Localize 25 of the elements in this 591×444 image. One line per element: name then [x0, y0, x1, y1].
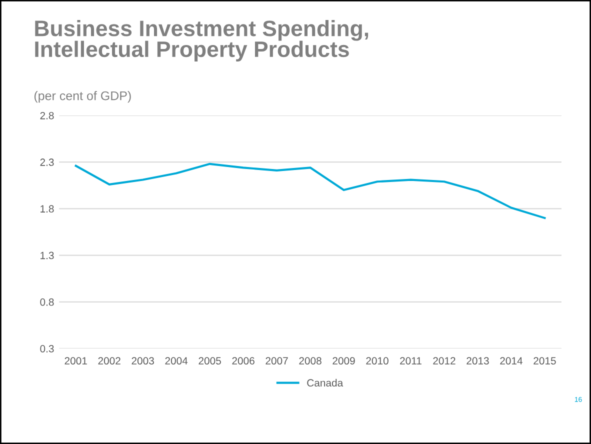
x-tick-label: 2003 [132, 357, 154, 365]
x-tick-label: 2001 [64, 357, 87, 365]
chart-subtitle: (per cent of GDP) [34, 91, 131, 103]
x-tick-label: 2008 [299, 357, 322, 365]
x-tick-label: 2009 [332, 357, 355, 365]
y-tick-label: 1.8 [40, 205, 54, 213]
x-tick-label: 2002 [98, 357, 120, 365]
chart-title: Business Investment Spending, Intellectual Property Products [35, 20, 368, 62]
y-tick-label: 0.8 [40, 298, 54, 306]
line-series [74, 162, 546, 220]
y-tick-label: 2.8 [40, 112, 54, 120]
legend-label: Canada [307, 378, 344, 387]
x-tick-label: 2007 [266, 357, 288, 365]
x-tick-label: 2010 [366, 357, 388, 365]
x-tick-label: 2004 [165, 357, 188, 365]
y-tick-label: 1.3 [40, 252, 54, 260]
x-tick-label: 2012 [433, 357, 456, 365]
y-tick-label: 2.3 [40, 158, 54, 166]
x-tick-label: 2005 [198, 357, 221, 365]
x-tick-label: 2014 [500, 357, 522, 365]
x-tick-label: 2006 [232, 357, 254, 365]
x-tick-label: 2013 [466, 357, 489, 365]
y-tick-label: 0.3 [40, 345, 54, 352]
x-tick-label: 2015 [534, 357, 556, 365]
x-tick-label: 2011 [400, 357, 422, 365]
